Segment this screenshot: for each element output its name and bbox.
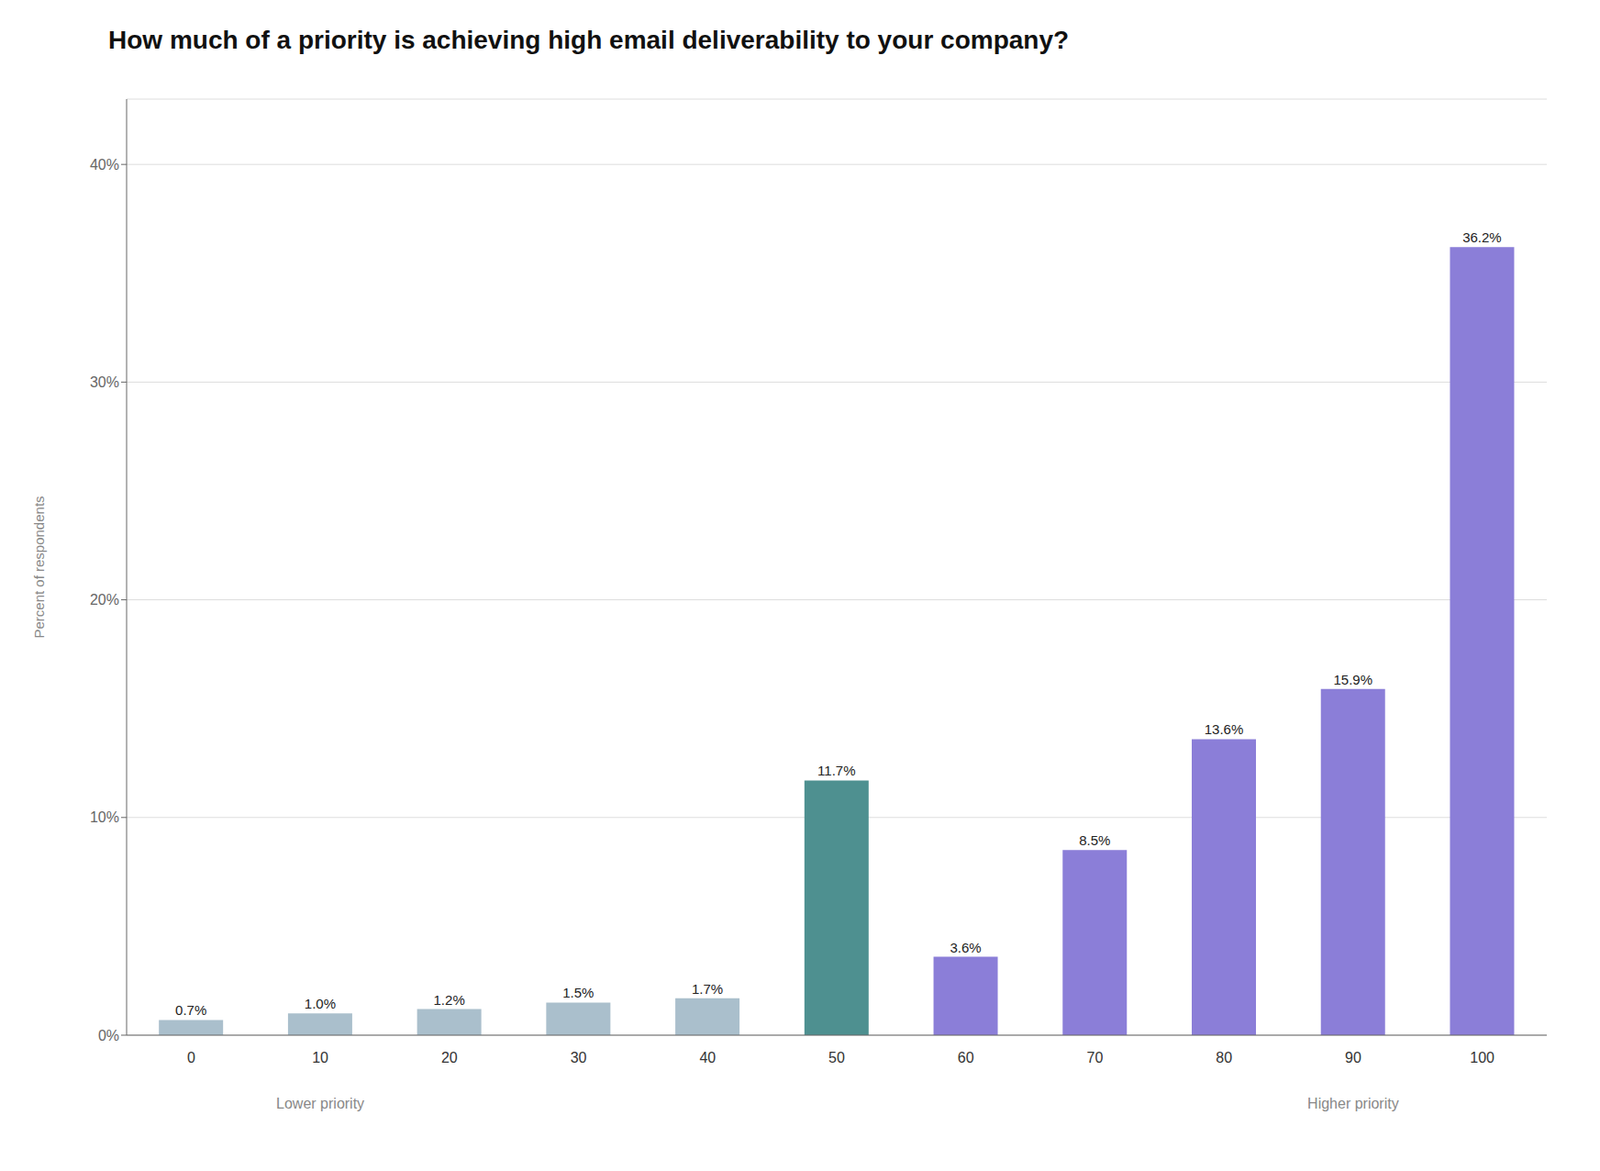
- svg-text:11.7%: 11.7%: [817, 762, 856, 778]
- svg-text:100: 100: [1469, 1049, 1495, 1066]
- svg-text:1.0%: 1.0%: [304, 995, 336, 1012]
- svg-text:0.7%: 0.7%: [175, 1001, 207, 1018]
- svg-text:10: 10: [311, 1049, 329, 1066]
- svg-text:1.5%: 1.5%: [562, 984, 594, 1000]
- svg-text:20%: 20%: [89, 591, 120, 608]
- svg-text:20: 20: [441, 1049, 458, 1066]
- svg-text:70: 70: [1087, 1049, 1104, 1066]
- svg-text:Higher priority: Higher priority: [1307, 1095, 1400, 1112]
- svg-text:10%: 10%: [89, 809, 120, 825]
- svg-text:1.2%: 1.2%: [433, 991, 466, 1008]
- html-text:How much of a priority is achi: How much of a priority is achieving high…: [108, 25, 1069, 55]
- svg-text:1.7%: 1.7%: [691, 980, 723, 997]
- svg-text:40%: 40%: [89, 156, 120, 173]
- svg-text:Lower priority: Lower priority: [276, 1095, 365, 1112]
- svg-text:3.6%: 3.6%: [949, 939, 981, 956]
- svg-text:30%: 30%: [89, 374, 120, 390]
- svg-text:0%: 0%: [98, 1027, 120, 1044]
- svg-text:80: 80: [1215, 1049, 1233, 1066]
- svg-text:30: 30: [570, 1049, 588, 1066]
- svg-text:50: 50: [828, 1049, 845, 1066]
- svg-text:13.6%: 13.6%: [1204, 721, 1245, 737]
- svg-text:40: 40: [699, 1049, 716, 1066]
- svg-text:8.5%: 8.5%: [1078, 832, 1111, 848]
- svg-text:60: 60: [957, 1049, 975, 1066]
- svg-text:Percent of respondents: Percent of respondents: [31, 495, 47, 638]
- svg-text:36.2%: 36.2%: [1462, 229, 1502, 245]
- svg-text:0: 0: [187, 1049, 196, 1066]
- svg-text:90: 90: [1344, 1049, 1362, 1066]
- svg-text:15.9%: 15.9%: [1333, 671, 1373, 688]
